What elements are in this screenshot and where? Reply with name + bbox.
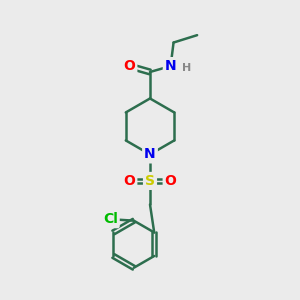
Text: N: N: [144, 147, 156, 161]
Text: H: H: [182, 63, 191, 73]
Text: O: O: [124, 174, 135, 188]
Text: Cl: Cl: [103, 212, 118, 226]
Text: S: S: [145, 174, 155, 188]
Text: N: N: [165, 59, 176, 73]
Text: O: O: [165, 174, 176, 188]
Text: O: O: [124, 59, 135, 73]
